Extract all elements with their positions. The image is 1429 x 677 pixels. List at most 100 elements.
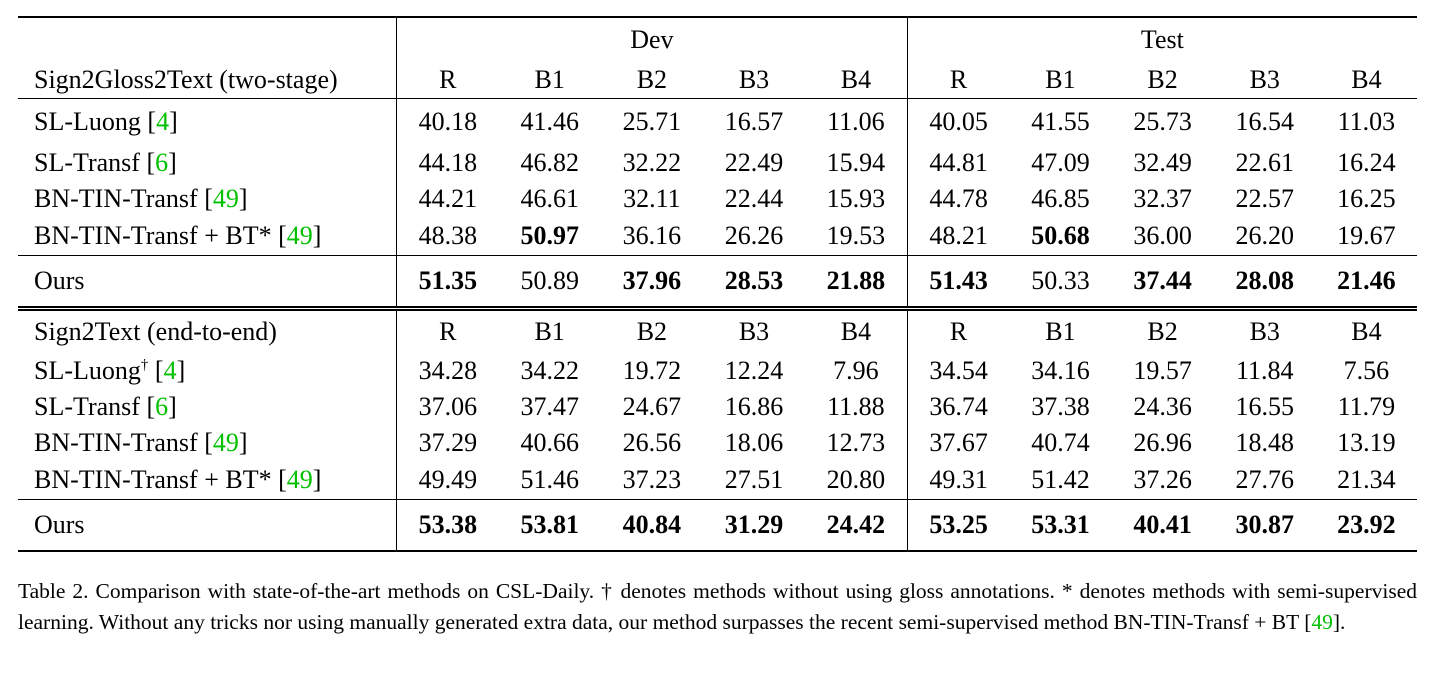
score-cell: 16.57 [702,98,806,145]
score-cell: 53.38 [396,499,499,552]
score-cell: 46.85 [1031,184,1090,213]
score-cell: 46.61 [520,184,579,213]
caption-citation-link[interactable]: 49 [1311,610,1333,634]
score-cell: 27.51 [724,465,784,494]
score-cell: 32.11 [623,184,681,213]
citation-link[interactable]: 4 [163,356,177,385]
score-cell: 22.57 [1235,184,1294,213]
column-header: B3 [738,65,770,94]
score-cell: 53.81 [498,499,601,552]
group-dev: Dev [396,16,908,62]
table-row: SL-Transf [6] 37.06 37.47 24.67 16.86 11.88 36… [18,389,1417,425]
column-header: B2 [1147,65,1178,94]
score-cell: 22.61 [1235,148,1294,177]
column-header: B4 [1315,306,1417,353]
column-header: B1 [498,306,601,353]
score-cell: 49.31 [929,465,988,494]
column-header: B3 [1213,306,1316,353]
score-cell: 24.36 [1133,392,1192,421]
score-cell: 37.29 [418,428,478,457]
method-name-cell: BN-TIN-Transf + BT* [49] [18,461,398,500]
score-cell: 37.47 [520,392,579,421]
score-cell: 40.74 [1031,428,1090,457]
score-cell: 11.88 [805,389,908,425]
citation-link[interactable]: 49 [212,428,239,457]
score-cell: 7.96 [805,353,908,389]
score-cell: 25.71 [600,98,703,145]
citation-link[interactable]: 49 [286,221,313,250]
method-name: SL-Transf [34,148,147,177]
score-cell: 26.26 [724,221,784,250]
citation-link[interactable]: 6 [155,392,169,421]
score-cell: 36.16 [622,221,682,250]
column-header: R [439,65,457,94]
table-row: BN-TIN-Transf + BT* [49] 48.38 50.97 36.16 2… [18,217,1417,256]
citation-link[interactable]: 4 [156,107,170,136]
score-cell: 40.41 [1111,499,1214,552]
section2-body: SL-Luong† [4] 34.28 34.22 19.72 12.24 7.96 34.… [18,353,1417,500]
score-cell: 23.92 [1315,499,1417,552]
citation-link[interactable]: 49 [212,184,239,213]
score-cell: 51.35 [396,255,499,309]
score-cell: 41.46 [498,98,601,145]
score-cell: 36.00 [1133,221,1192,250]
score-cell: 31.29 [702,499,806,552]
method-name: SL-Transf [34,392,147,421]
score-cell: 18.06 [724,428,784,457]
table-row: SL-Luong [4] 40.18 41.46 25.71 16.57 11.06 40.… [18,98,1417,145]
score-cell: 44.81 [929,148,988,177]
column-header-row: Sign2Gloss2Text (two-stage) R B1 B2 B3 B… [18,62,1417,99]
method-name: BN-TIN-Transf [34,184,205,213]
score-cell: 19.57 [1133,356,1192,385]
score-cell: 34.16 [1031,356,1090,385]
score-cell: 40.66 [520,428,579,457]
score-cell: 21.34 [1337,465,1396,494]
score-cell: 51.43 [907,255,1010,309]
score-cell: 50.68 [1031,221,1090,250]
score-cell: 22.44 [724,184,784,213]
score-cell: 28.53 [702,255,806,309]
score-cell: 46.82 [520,148,579,177]
score-cell: 26.20 [1235,221,1294,250]
method-name-cell: SL-Luong† [4] [18,353,398,389]
column-header: R [396,306,499,353]
score-cell: 44.78 [929,184,988,213]
score-cell: 48.21 [929,221,988,250]
citation-link[interactable]: 49 [286,465,313,494]
score-cell: 18.48 [1235,428,1294,457]
score-cell: 21.88 [805,255,908,309]
dagger-mark: † [140,357,149,373]
score-cell: 32.49 [1133,148,1192,177]
method-name-cell: SL-Luong [4] [18,98,398,145]
caption-end: ]. [1332,610,1346,634]
column-header: B4 [805,62,908,99]
caption-text: Table 2. Comparison with state-of-the-ar… [18,579,1417,634]
method-name: BN-TIN-Transf [34,428,205,457]
group-test: Test [907,16,1417,62]
score-cell: 24.67 [622,392,682,421]
score-cell: 50.89 [498,255,601,309]
score-cell: 7.56 [1343,356,1390,385]
method-name: SL-Luong [34,107,148,136]
method-name: BN-TIN-Transf + BT* [34,221,279,250]
score-cell: 15.94 [805,145,908,181]
method-name-cell: BN-TIN-Transf + BT* [49] [18,217,398,256]
score-cell: 40.84 [600,499,703,552]
score-cell: 44.18 [418,148,478,177]
table-row: SL-Transf [6] 44.18 46.82 32.22 22.49 15.94 44… [18,145,1417,181]
score-cell: 27.76 [1235,465,1294,494]
column-header: B3 [702,306,806,353]
score-cell: 11.84 [1235,356,1294,385]
score-cell: 34.54 [929,356,988,385]
score-cell: 41.55 [1009,98,1112,145]
column-header: B1 [1045,65,1076,94]
group-header-row: Dev Test [18,16,1417,62]
citation-link[interactable]: 6 [155,148,169,177]
score-cell: 40.05 [907,98,1010,145]
method-name: SL-Luong [34,356,141,385]
score-cell: 53.25 [907,499,1010,552]
score-cell: 28.08 [1213,255,1316,309]
section1-body: SL-Luong [4] 40.18 41.46 25.71 16.57 11.06 40.… [18,98,1417,256]
score-cell: 22.49 [724,148,784,177]
table-row: BN-TIN-Transf [49] 37.29 40.66 26.56 18.06 12… [18,425,1417,461]
